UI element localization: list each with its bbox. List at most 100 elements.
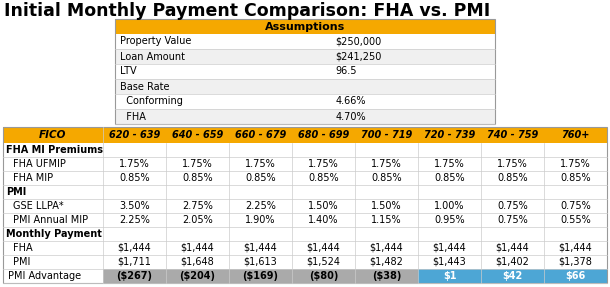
Text: 0.85%: 0.85% (182, 173, 213, 183)
FancyBboxPatch shape (115, 94, 495, 109)
Text: FHA: FHA (120, 112, 146, 121)
Text: LTV: LTV (120, 67, 137, 77)
Text: FICO: FICO (39, 130, 66, 140)
Text: 1.40%: 1.40% (308, 215, 339, 225)
FancyBboxPatch shape (103, 269, 166, 283)
Text: $241,250: $241,250 (336, 51, 382, 61)
FancyBboxPatch shape (3, 199, 607, 213)
FancyBboxPatch shape (3, 127, 607, 143)
Text: $1,482: $1,482 (370, 257, 403, 267)
Text: 640 - 659: 640 - 659 (172, 130, 223, 140)
FancyBboxPatch shape (544, 269, 607, 283)
Text: Loan Amount: Loan Amount (120, 51, 185, 61)
FancyBboxPatch shape (115, 49, 495, 64)
Text: $1,613: $1,613 (243, 257, 278, 267)
Text: $1,444: $1,444 (495, 243, 529, 253)
FancyBboxPatch shape (3, 255, 607, 269)
Text: ($38): ($38) (372, 271, 401, 281)
FancyBboxPatch shape (3, 157, 607, 171)
Text: 1.15%: 1.15% (371, 215, 402, 225)
Text: 720 - 739: 720 - 739 (424, 130, 475, 140)
Text: 2.75%: 2.75% (182, 201, 213, 211)
FancyBboxPatch shape (418, 269, 481, 283)
Text: 3.50%: 3.50% (119, 201, 150, 211)
Text: FHA MI Premiums: FHA MI Premiums (6, 145, 103, 155)
Text: $1,444: $1,444 (559, 243, 592, 253)
Text: 0.85%: 0.85% (560, 173, 591, 183)
Text: Conforming: Conforming (120, 96, 183, 106)
Text: 620 - 639: 620 - 639 (109, 130, 160, 140)
FancyBboxPatch shape (481, 269, 544, 283)
Text: $1,402: $1,402 (495, 257, 529, 267)
Text: 0.55%: 0.55% (560, 215, 591, 225)
Text: $1,444: $1,444 (307, 243, 340, 253)
Text: 2.25%: 2.25% (119, 215, 150, 225)
Text: $1,444: $1,444 (181, 243, 214, 253)
Text: 1.75%: 1.75% (371, 159, 402, 169)
FancyBboxPatch shape (3, 213, 607, 227)
Text: 0.75%: 0.75% (497, 215, 528, 225)
Text: FHA MIP: FHA MIP (13, 173, 53, 183)
Text: 1.75%: 1.75% (182, 159, 213, 169)
Text: 2.05%: 2.05% (182, 215, 213, 225)
Text: 700 - 719: 700 - 719 (361, 130, 412, 140)
FancyBboxPatch shape (115, 34, 495, 49)
Text: 2.25%: 2.25% (245, 201, 276, 211)
FancyBboxPatch shape (166, 269, 229, 283)
FancyBboxPatch shape (115, 64, 495, 79)
Text: 1.50%: 1.50% (371, 201, 402, 211)
FancyBboxPatch shape (229, 269, 292, 283)
Text: Property Value: Property Value (120, 36, 192, 46)
Text: PMI: PMI (6, 187, 26, 197)
Text: 0.85%: 0.85% (434, 173, 465, 183)
Text: $250,000: $250,000 (336, 36, 382, 46)
Text: $42: $42 (503, 271, 523, 281)
Text: $1,443: $1,443 (432, 257, 467, 267)
Text: Assumptions: Assumptions (265, 22, 345, 32)
Text: PMI Advantage: PMI Advantage (8, 271, 81, 281)
Text: $1,378: $1,378 (559, 257, 592, 267)
FancyBboxPatch shape (3, 171, 607, 185)
Text: $66: $66 (565, 271, 586, 281)
Text: $1,444: $1,444 (118, 243, 151, 253)
Text: 1.75%: 1.75% (497, 159, 528, 169)
Text: ($80): ($80) (309, 271, 338, 281)
FancyBboxPatch shape (3, 185, 607, 199)
Text: 0.95%: 0.95% (434, 215, 465, 225)
Text: 4.66%: 4.66% (336, 96, 366, 106)
Text: 0.85%: 0.85% (119, 173, 150, 183)
Text: 4.70%: 4.70% (336, 112, 366, 121)
Text: PMI: PMI (13, 257, 30, 267)
FancyBboxPatch shape (3, 241, 607, 255)
Text: $1,444: $1,444 (370, 243, 403, 253)
Text: 0.85%: 0.85% (371, 173, 402, 183)
FancyBboxPatch shape (355, 269, 418, 283)
Text: FHA: FHA (13, 243, 32, 253)
Text: 1.90%: 1.90% (245, 215, 276, 225)
Text: $1,524: $1,524 (306, 257, 340, 267)
Text: 0.85%: 0.85% (497, 173, 528, 183)
Text: Monthly Payment: Monthly Payment (6, 229, 102, 239)
Text: ($267): ($267) (117, 271, 152, 281)
Text: Base Rate: Base Rate (120, 82, 170, 92)
Text: GSE LLPA*: GSE LLPA* (13, 201, 63, 211)
Text: 96.5: 96.5 (336, 67, 357, 77)
Text: 660 - 679: 660 - 679 (235, 130, 286, 140)
Text: 1.00%: 1.00% (434, 201, 465, 211)
FancyBboxPatch shape (3, 227, 607, 241)
Text: $1,444: $1,444 (243, 243, 278, 253)
Text: 1.75%: 1.75% (119, 159, 150, 169)
Text: $1,648: $1,648 (181, 257, 214, 267)
Text: 1.75%: 1.75% (434, 159, 465, 169)
Text: ($204): ($204) (179, 271, 215, 281)
Text: PMI Annual MIP: PMI Annual MIP (13, 215, 88, 225)
Text: 1.75%: 1.75% (560, 159, 591, 169)
Text: $1: $1 (443, 271, 456, 281)
Text: 0.75%: 0.75% (497, 201, 528, 211)
Text: 0.85%: 0.85% (308, 173, 339, 183)
FancyBboxPatch shape (3, 143, 607, 157)
Text: 1.50%: 1.50% (308, 201, 339, 211)
Text: ($169): ($169) (243, 271, 279, 281)
Text: 1.75%: 1.75% (245, 159, 276, 169)
Text: $1,444: $1,444 (432, 243, 467, 253)
